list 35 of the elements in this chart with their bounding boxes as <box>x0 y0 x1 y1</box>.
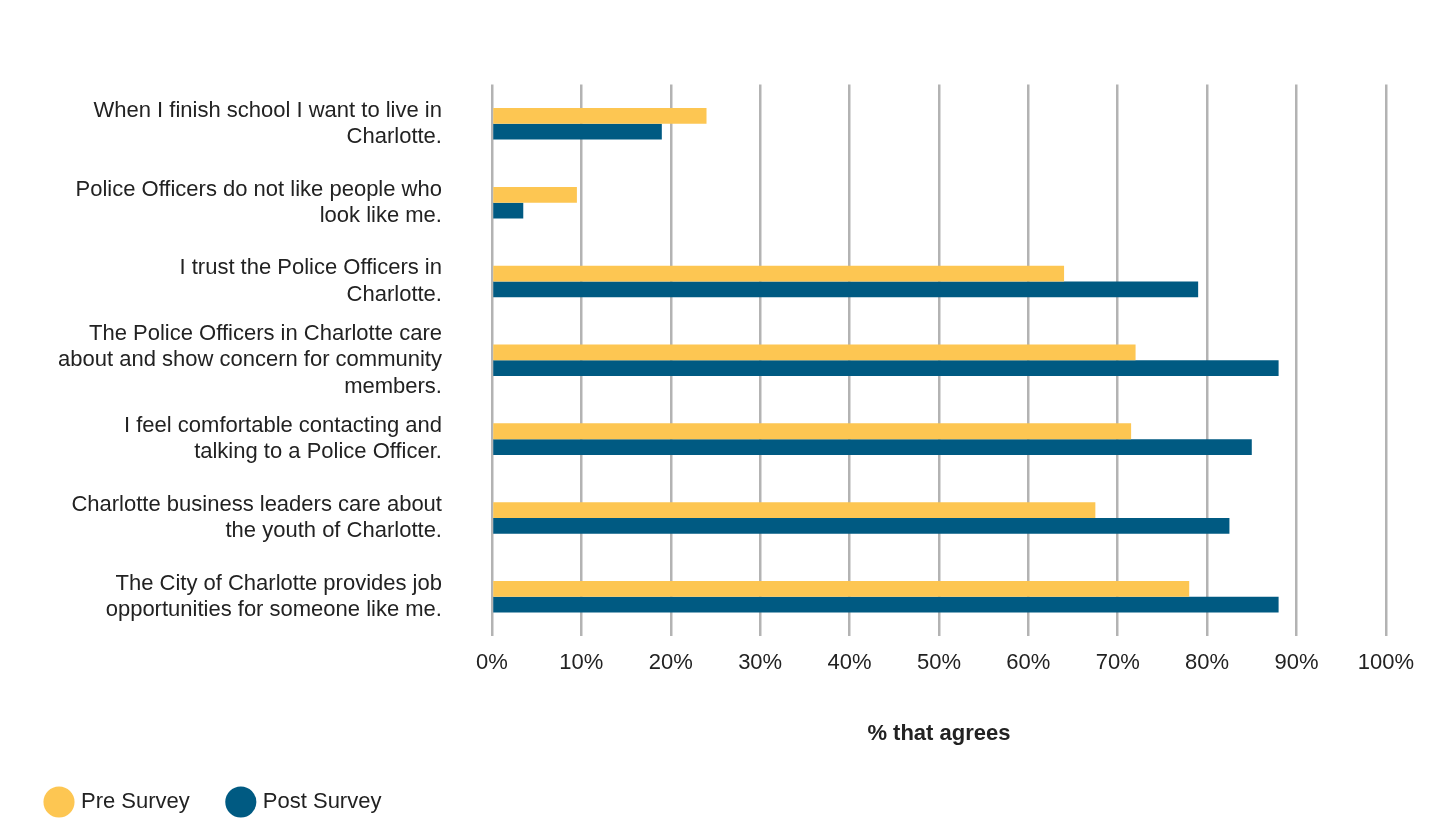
bar <box>493 344 1136 361</box>
x-tick-label: 80% <box>1185 649 1230 675</box>
y-tick-label: I feel comfortable contacting and talking to a Police Officer. <box>124 411 442 464</box>
x-axis-title: % that agrees <box>867 719 1011 745</box>
y-tick-label: I trust the Police Officers in Charlotte. <box>179 254 442 306</box>
bar <box>493 517 1230 534</box>
bar <box>493 581 1190 597</box>
x-tick-label: 30% <box>738 649 783 675</box>
bar <box>493 123 662 140</box>
x-tick-label: 40% <box>827 649 872 675</box>
bar <box>493 439 1252 455</box>
bar <box>493 108 707 124</box>
bar <box>493 423 1132 440</box>
x-tick-label: 90% <box>1274 649 1319 675</box>
x-tick-label: 0% <box>476 649 508 675</box>
y-tick-label: Charlotte business leaders care about the youth of Charlotte. <box>71 490 442 543</box>
bar <box>493 596 1279 613</box>
x-tick-label: 50% <box>916 649 961 675</box>
bar <box>493 360 1279 377</box>
x-tick-label: 10% <box>559 649 604 675</box>
x-tick-label: 70% <box>1095 649 1140 675</box>
bar <box>493 281 1199 298</box>
legend-label: Post Survey <box>262 788 382 814</box>
y-tick-label: The Police Officers in Charlotte care about and show concern for community members. <box>58 319 442 398</box>
y-tick-label: When I finish school I want to live in Charlotte. <box>93 96 442 149</box>
bar <box>493 202 524 219</box>
x-tick-label: 20% <box>648 649 693 675</box>
y-tick-label: Police Officers do not like people who look like me. <box>75 175 442 227</box>
bar <box>493 502 1096 518</box>
x-tick-label: 60% <box>1006 649 1051 675</box>
legend-label: Pre Survey <box>81 788 190 814</box>
bar <box>493 186 577 203</box>
x-tick-label: 100% <box>1357 649 1415 675</box>
bar <box>493 265 1065 282</box>
y-tick-label: The City of Charlotte provides job opportunities for someone like me. <box>105 569 442 622</box>
